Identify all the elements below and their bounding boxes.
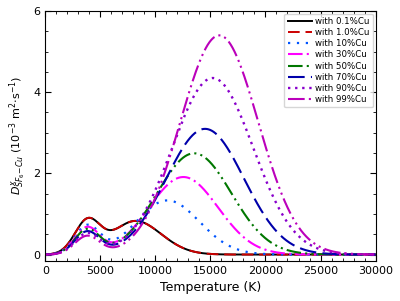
- Legend: with 0.1%Cu, with 1.0%Cu, with 10%Cu, with 30%Cu, with 50%Cu, with 70%Cu, with 9: with 0.1%Cu, with 1.0%Cu, with 10%Cu, wi…: [284, 14, 373, 107]
- X-axis label: Temperature (K): Temperature (K): [160, 281, 261, 294]
- Y-axis label: $D^x_{SF_6\mathrm{-}Cu}\ (10^{-3}\ \mathrm{m}^2{\cdot}\mathrm{s}^{-1})$: $D^x_{SF_6\mathrm{-}Cu}\ (10^{-3}\ \math…: [7, 76, 28, 195]
